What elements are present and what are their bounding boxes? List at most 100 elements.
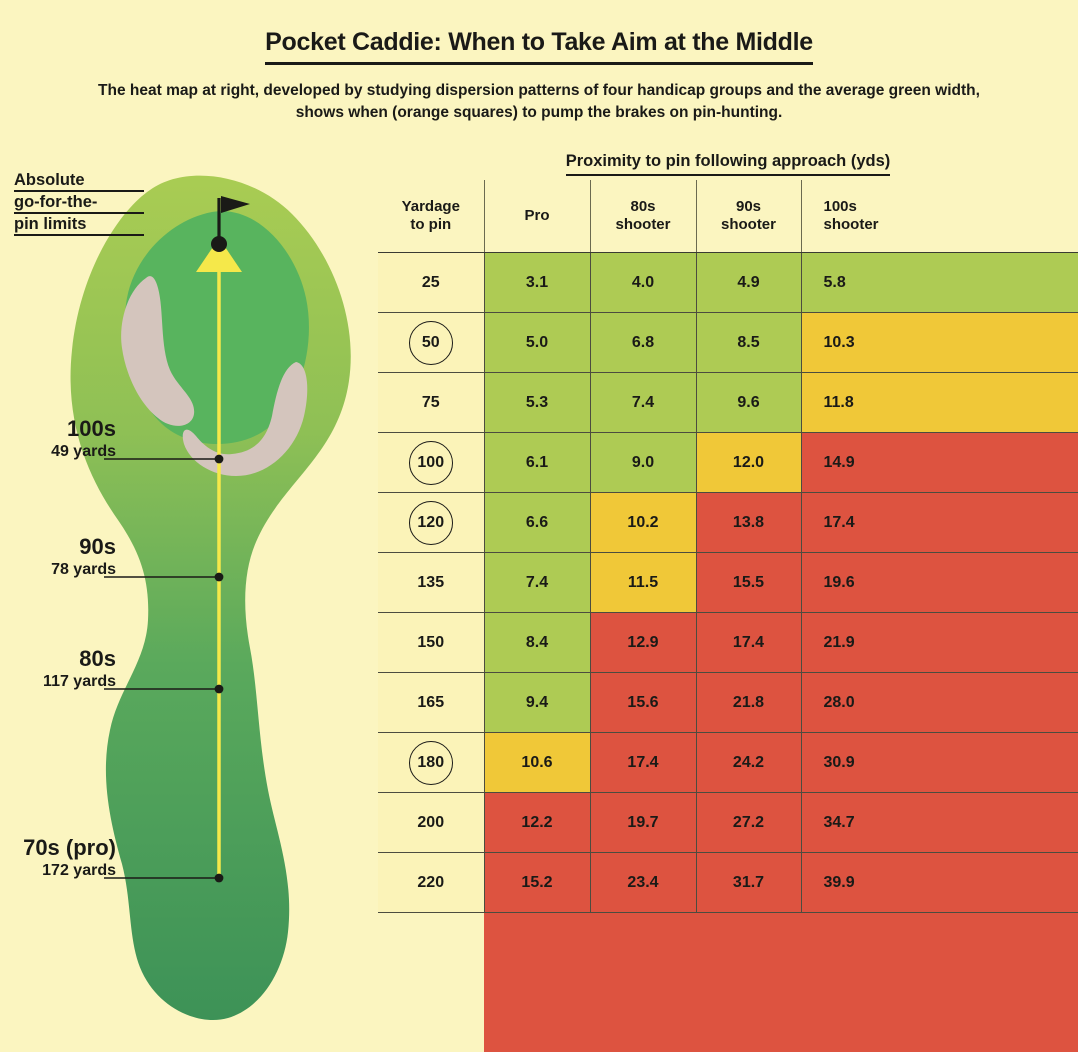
leader-lines bbox=[104, 458, 217, 879]
cell-value: 4.9 bbox=[696, 252, 802, 313]
cell-value: 6.8 bbox=[590, 312, 697, 373]
col-header-pro-l1: Pro bbox=[524, 207, 550, 224]
table-row: 75 5.3 7.4 9.6 11.8 bbox=[378, 372, 1078, 433]
table-row: 165 9.4 15.6 21.8 28.0 bbox=[378, 672, 1078, 733]
limits-line-2: go-for-the- bbox=[14, 192, 144, 215]
cell-value: 39.9 bbox=[801, 852, 1078, 913]
table-row: 180 10.6 17.4 24.2 30.9 bbox=[378, 732, 1078, 793]
cell-value: 8.4 bbox=[484, 612, 591, 673]
marker-70s-name: 70s (pro) bbox=[23, 835, 116, 860]
circled-yardage-badge: 50 bbox=[408, 320, 453, 365]
cell-yardage: 200 bbox=[378, 792, 485, 853]
table-row: 200 12.2 19.7 27.2 34.7 bbox=[378, 792, 1078, 853]
table-row: 150 8.4 12.9 17.4 21.9 bbox=[378, 612, 1078, 673]
cell-value: 10.2 bbox=[590, 492, 697, 553]
cell-value: 13.8 bbox=[696, 492, 802, 553]
marker-90s-name: 90s bbox=[79, 534, 116, 559]
hole-dot bbox=[211, 236, 227, 252]
col-header-90s-l1: 90s bbox=[735, 198, 762, 215]
marker-80s-name: 80s bbox=[79, 646, 116, 671]
marker-70s-yards: 172 yards bbox=[42, 862, 116, 879]
cell-value: 10.3 bbox=[801, 312, 1078, 373]
table-supertitle-text: Proximity to pin following approach (yds… bbox=[565, 152, 891, 176]
col-header-100s-l1: 100s bbox=[823, 198, 857, 215]
leader-dot-90s bbox=[214, 572, 224, 582]
cell-value: 17.4 bbox=[590, 732, 697, 793]
cell-value: 5.3 bbox=[484, 372, 591, 433]
heatmap-table: Yardage to pin Pro 80s shooter 90s shoot… bbox=[378, 180, 1078, 913]
cell-yardage: 220 bbox=[378, 852, 485, 913]
bunker-right bbox=[182, 362, 308, 476]
flag bbox=[221, 196, 250, 213]
cell-value: 10.6 bbox=[484, 732, 591, 793]
marker-100s-name: 100s bbox=[67, 416, 116, 441]
table-supertitle: Proximity to pin following approach (yds… bbox=[378, 152, 1078, 176]
cell-value: 24.2 bbox=[696, 732, 802, 793]
cell-value: 12.9 bbox=[590, 612, 697, 673]
table-row: 220 15.2 23.4 31.7 39.9 bbox=[378, 852, 1078, 913]
hole-diagram-svg bbox=[70, 175, 351, 1021]
go-for-pin-limits-label: Absolute go-for-the- pin limits bbox=[14, 170, 144, 237]
table-row: 120 6.6 10.2 13.8 17.4 bbox=[378, 492, 1078, 553]
cell-value: 28.0 bbox=[801, 672, 1078, 733]
cell-yardage: 120 bbox=[378, 492, 485, 553]
cell-yardage: 100 bbox=[378, 432, 485, 493]
col-header-pro: Pro bbox=[484, 180, 591, 253]
cell-value: 21.9 bbox=[801, 612, 1078, 673]
cell-value: 7.4 bbox=[484, 552, 591, 613]
col-header-80s-l1: 80s bbox=[630, 198, 656, 215]
cell-yardage: 180 bbox=[378, 732, 485, 793]
cell-yardage: 75 bbox=[378, 372, 485, 433]
golf-hole-illustration: Absolute go-for-the- pin limits 100s 49 … bbox=[0, 150, 380, 1052]
limits-line-3: pin limits bbox=[14, 214, 144, 237]
cell-value: 17.4 bbox=[801, 492, 1078, 553]
limits-line-1: Absolute bbox=[14, 170, 144, 193]
cell-value: 30.9 bbox=[801, 732, 1078, 793]
leader-dots bbox=[214, 454, 224, 883]
cell-yardage: 165 bbox=[378, 672, 485, 733]
table-header-row: Yardage to pin Pro 80s shooter 90s shoot… bbox=[378, 180, 1078, 253]
col-header-80s-l2: shooter bbox=[615, 216, 671, 233]
marker-90s: 90s 78 yards bbox=[36, 536, 116, 579]
page-subtitle: The heat map at right, developed by stud… bbox=[98, 82, 980, 122]
table-head: Yardage to pin Pro 80s shooter 90s shoot… bbox=[378, 180, 1078, 253]
cell-value: 21.8 bbox=[696, 672, 802, 733]
marker-80s: 80s 117 yards bbox=[24, 648, 116, 691]
cell-value: 15.5 bbox=[696, 552, 802, 613]
leader-dot-100s bbox=[214, 454, 224, 464]
col-header-90s-l2: shooter bbox=[720, 216, 776, 233]
col-header-yardage-l1: Yardage bbox=[401, 198, 460, 215]
page-title: Pocket Caddie: When to Take Aim at the M… bbox=[0, 28, 1078, 65]
table-row: 135 7.4 11.5 15.5 19.6 bbox=[378, 552, 1078, 613]
marker-100s-yards: 49 yards bbox=[51, 443, 116, 460]
cell-value: 8.5 bbox=[696, 312, 802, 373]
cell-value: 11.5 bbox=[590, 552, 697, 613]
aim-arrowhead bbox=[196, 238, 242, 272]
circled-yardage-badge: 180 bbox=[408, 740, 453, 785]
table-row: 25 3.1 4.0 4.9 5.8 bbox=[378, 252, 1078, 313]
cell-value: 5.8 bbox=[801, 252, 1078, 313]
col-header-yardage: Yardage to pin bbox=[378, 180, 485, 253]
marker-70s: 70s (pro) 172 yards bbox=[6, 837, 116, 880]
cell-value: 17.4 bbox=[696, 612, 802, 673]
table-row: 100 6.1 9.0 12.0 14.9 bbox=[378, 432, 1078, 493]
cell-value: 31.7 bbox=[696, 852, 802, 913]
cell-value: 23.4 bbox=[590, 852, 697, 913]
cell-yardage: 135 bbox=[378, 552, 485, 613]
marker-80s-yards: 117 yards bbox=[43, 673, 116, 690]
cell-value: 19.7 bbox=[590, 792, 697, 853]
cell-value: 11.8 bbox=[801, 372, 1078, 433]
cell-value: 7.4 bbox=[590, 372, 697, 433]
cell-value: 4.0 bbox=[590, 252, 697, 313]
heatmap-table-wrap: Yardage to pin Pro 80s shooter 90s shoot… bbox=[378, 180, 1078, 913]
cell-value: 6.6 bbox=[484, 492, 591, 553]
cell-yardage: 25 bbox=[378, 252, 485, 313]
cell-value: 14.9 bbox=[801, 432, 1078, 493]
cell-yardage: 50 bbox=[378, 312, 485, 373]
cell-value: 19.6 bbox=[801, 552, 1078, 613]
cell-value: 34.7 bbox=[801, 792, 1078, 853]
cell-value: 27.2 bbox=[696, 792, 802, 853]
cell-value: 9.6 bbox=[696, 372, 802, 433]
col-header-100s: 100s shooter bbox=[801, 180, 1078, 253]
